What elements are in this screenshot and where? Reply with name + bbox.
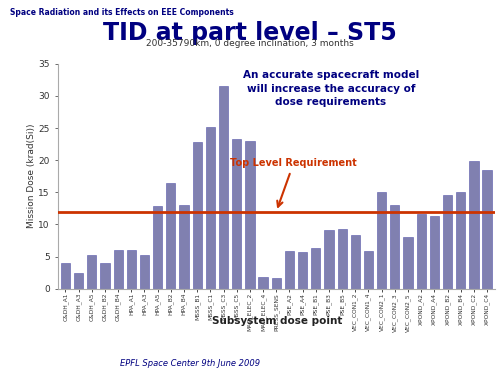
Bar bbox=[430, 216, 439, 289]
Bar bbox=[416, 214, 426, 289]
Bar bbox=[324, 230, 334, 289]
Text: Subsystem dose point: Subsystem dose point bbox=[212, 316, 342, 326]
Bar bbox=[482, 170, 492, 289]
Text: Top Level Requirement: Top Level Requirement bbox=[230, 158, 357, 207]
Bar bbox=[192, 142, 202, 289]
Bar bbox=[377, 192, 386, 289]
Y-axis label: Mission Dose (krad(Si)): Mission Dose (krad(Si)) bbox=[26, 124, 36, 228]
Bar bbox=[166, 183, 175, 289]
Bar bbox=[298, 252, 307, 289]
Text: TID at part level – ST5: TID at part level – ST5 bbox=[103, 21, 397, 45]
Bar bbox=[364, 252, 373, 289]
Text: An accurate spacecraft model
will increase the accuracy of
dose requirements: An accurate spacecraft model will increa… bbox=[243, 70, 419, 107]
Bar bbox=[246, 141, 254, 289]
Bar bbox=[404, 237, 412, 289]
Bar bbox=[87, 255, 97, 289]
Bar bbox=[311, 248, 320, 289]
Bar bbox=[153, 207, 162, 289]
Bar bbox=[219, 86, 228, 289]
Text: 200-35790km, 0 degree inclination, 3 months: 200-35790km, 0 degree inclination, 3 mon… bbox=[146, 39, 354, 48]
Bar bbox=[272, 279, 281, 289]
Bar bbox=[180, 205, 188, 289]
Bar bbox=[470, 162, 478, 289]
Bar bbox=[456, 192, 466, 289]
Bar bbox=[61, 263, 70, 289]
Bar bbox=[390, 205, 400, 289]
Text: EPFL Space Center 9th June 2009: EPFL Space Center 9th June 2009 bbox=[120, 359, 260, 368]
Bar bbox=[126, 250, 136, 289]
Bar bbox=[140, 255, 149, 289]
Bar bbox=[443, 195, 452, 289]
Bar bbox=[258, 276, 268, 289]
Text: Space Radiation and its Effects on EEE Components: Space Radiation and its Effects on EEE C… bbox=[10, 8, 234, 17]
Bar bbox=[114, 249, 122, 289]
Bar bbox=[285, 252, 294, 289]
Bar bbox=[338, 229, 347, 289]
Bar bbox=[74, 273, 83, 289]
Bar bbox=[206, 127, 215, 289]
Bar bbox=[232, 139, 241, 289]
Bar bbox=[350, 236, 360, 289]
Bar bbox=[100, 263, 110, 289]
